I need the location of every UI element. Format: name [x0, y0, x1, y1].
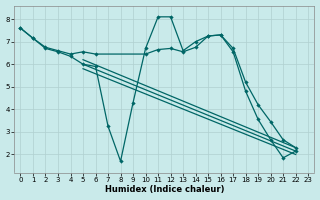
X-axis label: Humidex (Indice chaleur): Humidex (Indice chaleur) — [105, 185, 224, 194]
